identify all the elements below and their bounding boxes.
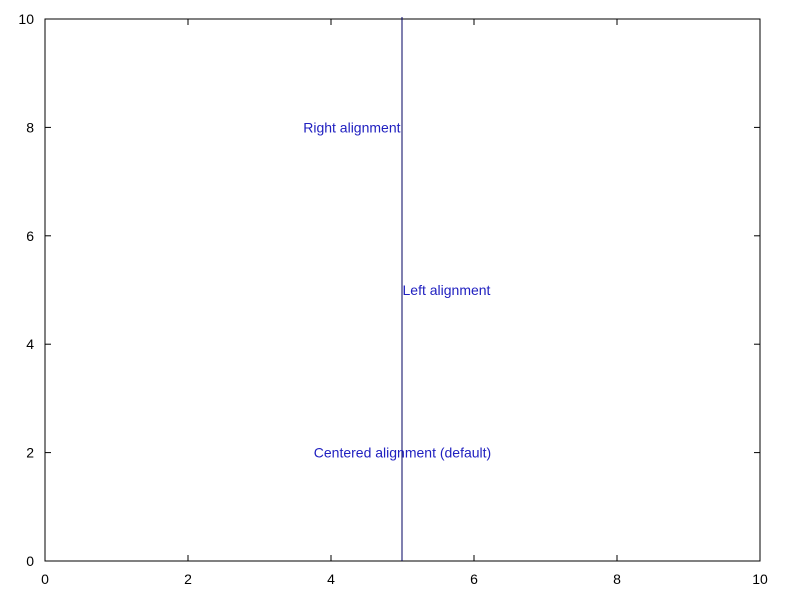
x-tick-label: 4 xyxy=(327,571,335,587)
annotations: Right alignment Left alignment Centered al… xyxy=(303,119,491,460)
annotation-right-alignment: Right alignment xyxy=(303,119,400,135)
y-tick-label: 6 xyxy=(26,228,34,244)
annotation-center-alignment: Centered alignment (default) xyxy=(314,445,491,461)
y-tick-labels: 0 2 4 6 8 10 xyxy=(18,11,34,569)
y-tick-label: 2 xyxy=(26,445,34,461)
x-tick-label: 6 xyxy=(470,571,478,587)
x-tick-labels: 0 2 4 6 8 10 xyxy=(41,571,768,587)
x-tick-label: 10 xyxy=(752,571,768,587)
annotation-left-alignment: Left alignment xyxy=(403,282,491,298)
x-tick-label: 8 xyxy=(613,571,621,587)
y-tick-label: 10 xyxy=(18,11,34,27)
axis-ticks xyxy=(45,19,760,561)
y-tick-label: 8 xyxy=(26,119,34,135)
x-tick-label: 0 xyxy=(41,571,49,587)
y-tick-label: 0 xyxy=(26,553,34,569)
x-tick-label: 2 xyxy=(184,571,192,587)
y-tick-label: 4 xyxy=(26,336,34,352)
